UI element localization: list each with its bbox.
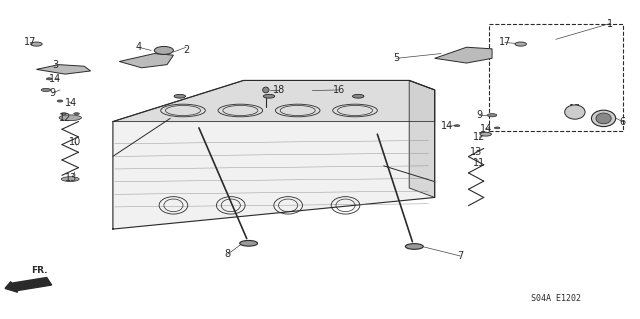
Ellipse shape xyxy=(494,127,500,129)
Ellipse shape xyxy=(596,113,611,124)
Text: 14: 14 xyxy=(479,123,492,134)
Text: 14: 14 xyxy=(49,74,61,84)
Text: 11: 11 xyxy=(473,158,485,168)
Text: 2: 2 xyxy=(183,45,189,56)
Ellipse shape xyxy=(31,42,42,46)
Ellipse shape xyxy=(405,244,423,249)
Text: 14: 14 xyxy=(65,98,77,108)
Polygon shape xyxy=(36,65,91,74)
Text: 5: 5 xyxy=(394,53,399,63)
Ellipse shape xyxy=(74,113,79,115)
Ellipse shape xyxy=(154,47,173,54)
Polygon shape xyxy=(119,54,173,68)
Ellipse shape xyxy=(61,113,67,115)
Polygon shape xyxy=(409,80,435,197)
Ellipse shape xyxy=(564,105,585,119)
Text: 8: 8 xyxy=(225,249,230,259)
Text: 18: 18 xyxy=(273,85,285,95)
Text: 1: 1 xyxy=(607,19,613,28)
Text: FR.: FR. xyxy=(31,266,48,275)
Text: 10: 10 xyxy=(68,137,81,147)
Text: 15: 15 xyxy=(569,104,581,114)
Ellipse shape xyxy=(454,125,460,127)
Polygon shape xyxy=(435,47,492,63)
Ellipse shape xyxy=(263,94,275,98)
Ellipse shape xyxy=(61,177,79,182)
Ellipse shape xyxy=(262,87,269,93)
Ellipse shape xyxy=(240,241,257,246)
Text: 17: 17 xyxy=(499,38,511,48)
Text: 14: 14 xyxy=(442,121,454,131)
Ellipse shape xyxy=(515,42,527,46)
Bar xyxy=(489,24,623,131)
Text: 17: 17 xyxy=(24,38,36,48)
Text: 9: 9 xyxy=(49,88,56,98)
Text: 7: 7 xyxy=(457,251,463,261)
Text: 4: 4 xyxy=(135,42,141,52)
Ellipse shape xyxy=(57,100,63,102)
Ellipse shape xyxy=(591,110,616,127)
Text: 13: 13 xyxy=(470,147,483,157)
Polygon shape xyxy=(113,80,435,122)
Ellipse shape xyxy=(353,94,364,98)
Ellipse shape xyxy=(487,114,497,117)
Text: S04A E1202: S04A E1202 xyxy=(531,294,580,303)
Ellipse shape xyxy=(480,132,492,136)
Text: 6: 6 xyxy=(620,116,626,127)
Text: 9: 9 xyxy=(476,110,483,120)
Ellipse shape xyxy=(41,88,51,92)
Text: 13: 13 xyxy=(65,174,77,183)
Polygon shape xyxy=(113,80,435,229)
Ellipse shape xyxy=(46,78,52,80)
Text: 16: 16 xyxy=(333,85,345,95)
Ellipse shape xyxy=(59,115,81,121)
Text: 3: 3 xyxy=(52,60,59,70)
Text: 12: 12 xyxy=(59,113,71,123)
Text: 12: 12 xyxy=(473,132,486,142)
FancyArrow shape xyxy=(5,278,52,292)
Ellipse shape xyxy=(174,94,186,98)
